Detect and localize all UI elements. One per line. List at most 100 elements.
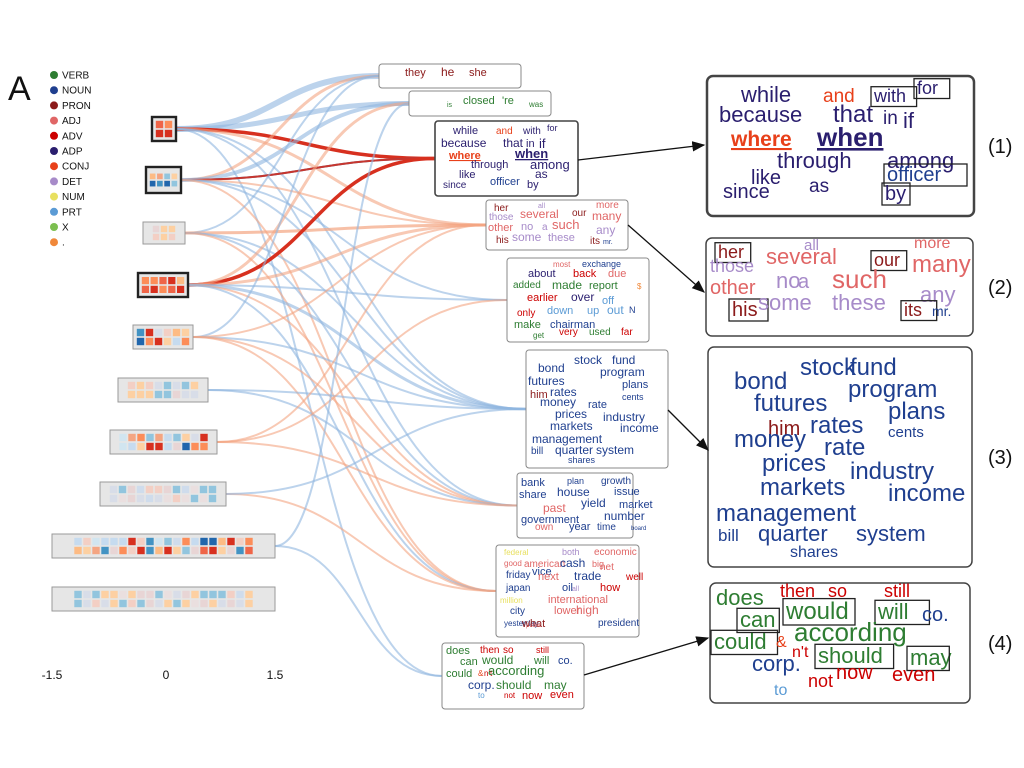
cluster-link [184, 75, 380, 234]
word-cloud-box [525, 349, 669, 469]
cluster-glyph[interactable] [117, 377, 209, 403]
word-cloud[interactable]: most exchange about back due added made report $… [506, 257, 650, 343]
cloud-word: government [521, 514, 579, 526]
glyph-cell [164, 590, 172, 599]
cloud-word: issue [614, 486, 640, 498]
cloud-word: they [405, 67, 426, 79]
word-highlight-box [714, 242, 752, 264]
cloud-word: japan [505, 583, 530, 594]
cluster-link [184, 232, 497, 592]
word-cloud[interactable]: while and with for because that in if where whent… [434, 120, 579, 197]
word-cloud[interactable]: they he she [378, 63, 522, 89]
word-cloud[interactable]: bank plan growth share house issue yield market… [516, 472, 653, 539]
legend-swatch [50, 116, 58, 125]
glyph-cell [157, 173, 163, 180]
glyph-cell [118, 485, 127, 494]
glyph-cell [190, 494, 199, 503]
cluster-glyph[interactable] [109, 429, 218, 455]
cluster-glyph[interactable] [150, 115, 178, 143]
cloud-word: public [526, 623, 542, 629]
zoomed-cloud-word: cents [888, 424, 924, 441]
glyph-cell [128, 442, 136, 451]
cluster-glyph[interactable] [142, 221, 186, 245]
cluster-link [207, 389, 518, 507]
cluster-link [175, 128, 443, 677]
glyph-cell [164, 599, 172, 608]
zoomed-cloud-word: may [910, 645, 952, 670]
zoomed-cloud-word: does [716, 585, 764, 610]
cloud-word: yield [581, 496, 606, 510]
zoomed-cloud-word: shares [790, 544, 838, 561]
word-highlight-box [782, 597, 856, 626]
glyph-cell [236, 590, 244, 599]
glyph-cell [136, 485, 145, 494]
zoomed-cloud-word: his [732, 299, 758, 321]
cloud-word: federal [504, 548, 529, 557]
cloud-word: trade [574, 569, 602, 583]
glyph-cell [128, 537, 136, 546]
legend-label: ADP [62, 147, 83, 158]
word-highlight-box [906, 645, 950, 672]
glyph-cell [160, 225, 168, 233]
cluster-glyph[interactable] [51, 533, 276, 559]
cloud-word: what [521, 618, 545, 630]
cloud-word: because [441, 136, 487, 150]
glyph-cell [155, 546, 163, 555]
word-cloud[interactable]: does then so still can would will co. could & n'ta… [441, 642, 585, 710]
word-cloud[interactable]: is closed 're was [408, 90, 552, 117]
glyph-cell [190, 381, 199, 390]
value-axis: -1.5 0 1.5 [42, 668, 284, 682]
glyph-cell [181, 485, 190, 494]
cluster-glyph[interactable] [136, 271, 190, 299]
word-cloud[interactable]: her all more those several our many other no a suc… [485, 199, 629, 251]
cloud-word: for [547, 123, 558, 133]
cloud-word: such [552, 217, 579, 232]
glyph-cell [164, 129, 173, 138]
glyph-cell [83, 599, 91, 608]
glyph-cell [208, 485, 217, 494]
cluster-link [192, 75, 380, 338]
glyph-cell [172, 381, 181, 390]
cloud-word: may [544, 678, 567, 692]
cloud-word: is [447, 102, 453, 109]
cloud-word: mr. [603, 239, 613, 246]
glyph-cell [191, 433, 199, 442]
zoomed-cloud-box [705, 74, 976, 218]
zoomed-cloud-word: would [785, 598, 849, 625]
legend-swatch [50, 177, 58, 186]
cloud-word: can [460, 656, 478, 668]
zoomed-cloud-word: bill [718, 526, 739, 545]
word-highlight-box [874, 599, 931, 626]
cloud-word: bond [538, 361, 565, 375]
glyph-cell [149, 180, 156, 187]
glyph-cell [127, 494, 136, 503]
glyph-cell [245, 546, 253, 555]
cloud-word: big [592, 559, 604, 569]
glyph-cell [119, 537, 127, 546]
zoomed-cloud-word: no [776, 268, 800, 293]
cloud-word: & [478, 669, 484, 678]
cluster-glyph[interactable] [99, 481, 227, 507]
zoomed-cloud-word: prices [762, 450, 826, 477]
zoomed-cloud-word: him [768, 418, 800, 440]
glyph-cell [191, 442, 199, 451]
cloud-word: quarter [555, 443, 593, 457]
cluster-glyph[interactable] [144, 165, 183, 195]
zoom-index-label: (2) [988, 277, 1012, 299]
cluster-glyph-frame [109, 429, 218, 455]
cloud-word: good [504, 559, 522, 568]
word-highlight-box [710, 629, 779, 656]
cloud-word: if [539, 136, 546, 151]
zoomed-cloud-word: plans [888, 398, 945, 425]
cluster-glyph[interactable] [132, 324, 194, 350]
glyph-cell [127, 390, 136, 399]
cloud-word: to [478, 691, 485, 700]
cloud-word: off [602, 295, 615, 307]
cluster-glyph[interactable] [51, 586, 276, 612]
cloud-word: lower [554, 605, 581, 617]
zoomed-cloud-word: even [892, 664, 935, 686]
zoomed-cloud-word: some [758, 290, 812, 315]
zoomed-cloud-word: bond [734, 368, 787, 395]
